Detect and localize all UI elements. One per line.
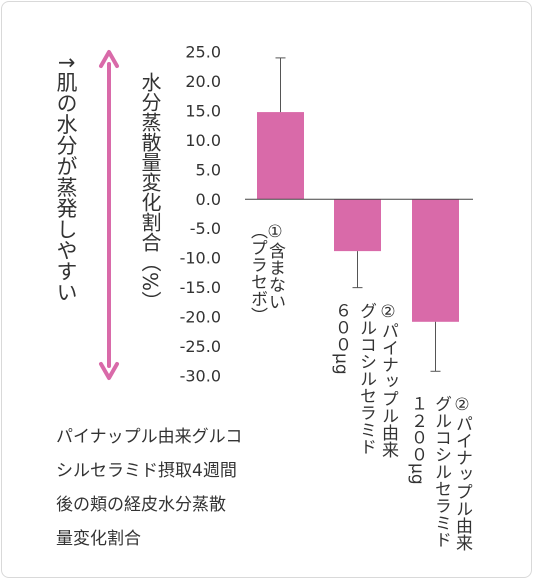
bar (257, 112, 304, 200)
double-arrow (99, 50, 119, 380)
category-label-line: １２００μg (407, 395, 427, 485)
caption-line: パイナップル由来グルコ (56, 427, 243, 447)
annotation: ↑肌の水分が蒸発しやすい (54, 54, 78, 303)
caption-line: 量変化割合 (56, 529, 141, 549)
y-tick-label: 10.0 (185, 131, 221, 150)
category-label-line: ①含まない (265, 222, 286, 310)
y-axis-label-text: 水分蒸散量変化割合（%） (138, 72, 162, 311)
y-tick-label: 5.0 (196, 160, 221, 179)
y-tick-label: 25.0 (185, 43, 221, 62)
category-label-line: グルコシルセラミド (431, 395, 451, 548)
y-tick-label: -15.0 (180, 278, 221, 297)
category-label-line: グルコシルセラミド (356, 302, 376, 455)
category-label-line: ６００μg (331, 302, 351, 375)
arrow-head-down (99, 362, 119, 380)
y-tick-label: 15.0 (185, 101, 221, 120)
y-tick-label: 0.0 (196, 190, 221, 209)
bar (334, 199, 381, 252)
annotation-text: ↑肌の水分が蒸発しやすい (54, 54, 78, 303)
category-label-line: ②パイナップル由来 (452, 395, 473, 551)
y-tick-label: -10.0 (180, 249, 221, 268)
y-tick-label: -20.0 (180, 308, 221, 327)
caption-line: 後の頬の経皮水分蒸散 (56, 495, 226, 515)
y-tick-label: -25.0 (180, 337, 221, 356)
arrow-head-up (99, 50, 119, 68)
bar (412, 199, 459, 322)
y-tick-label: 20.0 (185, 72, 221, 91)
y-tick-label: -5.0 (190, 219, 221, 238)
bars (257, 112, 459, 322)
error-bars (275, 57, 441, 372)
y-tick-label: -30.0 (180, 367, 221, 386)
category-labels: ①含まない（プラセボ）②パイナップル由来グルコシルセラミド６００μg②パイナップ… (247, 222, 473, 551)
y-axis-label: 水分蒸散量変化割合（%） (138, 72, 162, 311)
y-axis-ticks: 25.0 20.0 15.0 10.0 5.0 0.0 -5.0 -10.0 -15.0 -20.… (180, 43, 221, 386)
category-label-line: （プラセボ） (247, 222, 268, 324)
category-label-line: ②パイナップル由来 (378, 302, 399, 458)
caption-line: シルセラミド摂取4週間 (56, 461, 237, 481)
caption: パイナップル由来グルコ シルセラミド摂取4週間 後の頬の経皮水分蒸散 量変化割合 (56, 420, 316, 556)
